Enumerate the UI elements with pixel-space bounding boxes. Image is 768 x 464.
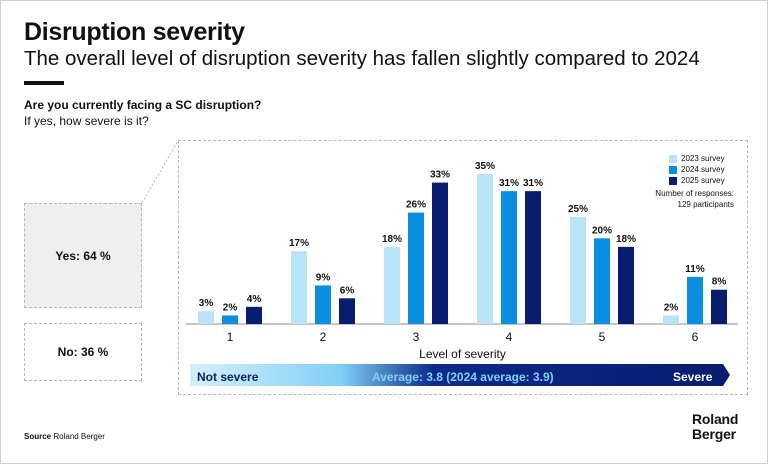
logo-line-1: Roland (692, 411, 739, 427)
bar-2025-level-5 (618, 246, 634, 324)
data-label-2024-level-1: 2% (223, 302, 238, 313)
bar-2024-level-2 (315, 285, 331, 324)
x-tick-label: 3 (413, 330, 420, 344)
x-tick-label: 1 (227, 330, 234, 344)
scale-label-not-severe: Not severe (197, 370, 259, 384)
page-subtitle: The overall level of disruption severity… (24, 47, 700, 70)
bar-2023-level-5 (570, 216, 586, 324)
survey-subquestion: If yes, how severe is it? (24, 114, 149, 128)
x-tick-label: 5 (599, 330, 606, 344)
data-label-2025-level-4: 31% (523, 178, 543, 189)
data-label-2023-level-3: 18% (382, 234, 402, 245)
legend-item-2024: 2024 survey (669, 164, 725, 175)
data-label-2023-level-4: 35% (475, 161, 495, 172)
x-tick-label: 2 (320, 330, 327, 344)
bar-2024-level-5 (594, 238, 610, 324)
bar-2023-level-6 (663, 315, 679, 324)
responses-note: Number of responses: 129 participants (642, 188, 734, 210)
data-label-2024-level-6: 11% (685, 264, 705, 275)
chart-legend: 2023 survey 2024 survey 2025 survey (669, 153, 725, 186)
legend-label-2025: 2025 survey (681, 176, 725, 185)
legend-swatch-2024 (669, 165, 677, 174)
source-label: Source (24, 432, 52, 441)
bar-2023-level-3 (384, 246, 400, 324)
responses-count: 129 participants (677, 200, 734, 209)
x-tick-label: 6 (692, 330, 699, 344)
legend-label-2023: 2023 survey (681, 154, 725, 163)
title-underline (24, 81, 64, 85)
page-title: Disruption severity (24, 18, 245, 46)
chart-panel (178, 140, 748, 395)
bar-2023-level-4 (477, 174, 493, 324)
bar-2025-level-1 (246, 306, 262, 324)
responses-label: Number of responses: (655, 189, 734, 198)
yes-answer-box: Yes: 64 % (24, 203, 142, 308)
data-label-2024-level-2: 9% (316, 272, 331, 283)
bar-2024-level-1 (222, 315, 238, 324)
callout-connector (141, 140, 179, 204)
data-label-2025-level-6: 8% (712, 277, 727, 288)
severity-bar-chart: 3% 2% 4% 1 17% 9% 6% 2 18% 26% 33% 3 35% 31% 31% 4 25% 20… (186, 161, 738, 361)
severity-scale-bar (190, 364, 730, 386)
data-label-2023-level-6: 2% (664, 302, 679, 313)
bar-2023-level-2 (291, 251, 307, 324)
roland-berger-logo: Roland Berger (692, 412, 738, 442)
scale-label-severe: Severe (673, 370, 713, 384)
bar-2025-level-2 (339, 298, 355, 324)
bar-2024-level-4 (501, 191, 517, 324)
survey-question: Are you currently facing a SC disruption… (24, 98, 262, 112)
data-label-2023-level-2: 17% (289, 238, 309, 249)
data-label-2025-level-1: 4% (247, 294, 262, 305)
data-label-2024-level-4: 31% (499, 178, 519, 189)
bar-2024-level-6 (687, 276, 703, 324)
legend-label-2024: 2024 survey (681, 165, 725, 174)
bar-2025-level-4 (525, 191, 541, 324)
legend-item-2023: 2023 survey (669, 153, 725, 164)
source-text: Roland Berger (53, 432, 105, 441)
data-label-2024-level-5: 20% (592, 225, 612, 236)
data-label-2025-level-3: 33% (430, 170, 450, 181)
data-label-2025-level-2: 6% (340, 285, 355, 296)
data-label-2023-level-5: 25% (568, 204, 588, 215)
x-axis-label: Level of severity (419, 347, 506, 361)
scale-label-average: Average: 3.8 (2024 average: 3.9) (372, 370, 554, 384)
source-note: Source Roland Berger (24, 432, 105, 441)
bar-2024-level-3 (408, 212, 424, 324)
data-label-2024-level-3: 26% (406, 200, 426, 211)
bar-2025-level-6 (711, 289, 727, 324)
bar-2025-level-3 (432, 182, 448, 324)
legend-item-2025: 2025 survey (669, 175, 725, 186)
logo-line-2: Berger (692, 426, 736, 442)
data-label-2023-level-1: 3% (199, 298, 214, 309)
x-tick-label: 4 (506, 330, 513, 344)
bar-2023-level-1 (198, 311, 214, 324)
no-answer-label: No: 36 % (57, 345, 109, 359)
legend-swatch-2025 (669, 176, 677, 185)
no-answer-box: No: 36 % (24, 323, 142, 381)
yes-answer-label: Yes: 64 % (55, 248, 111, 263)
data-label-2025-level-5: 18% (616, 234, 636, 245)
legend-swatch-2023 (669, 154, 677, 163)
